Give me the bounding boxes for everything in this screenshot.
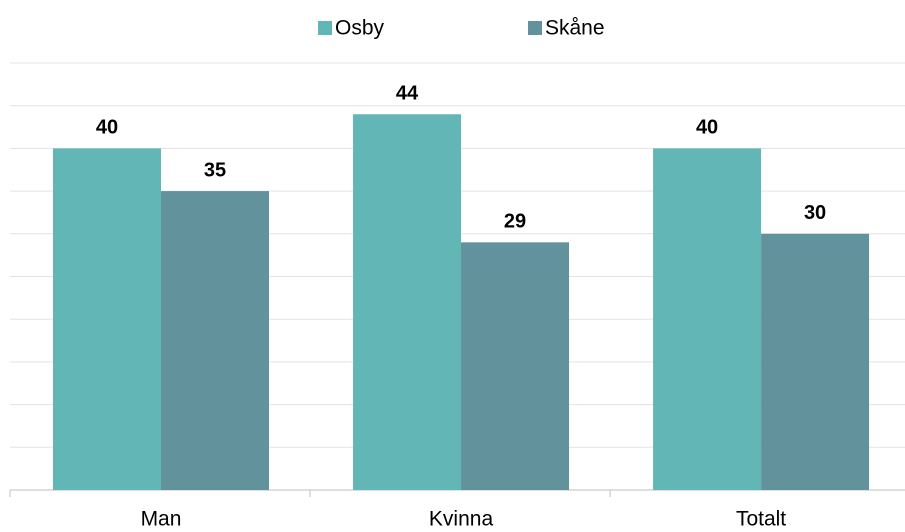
x-tick-label: Man bbox=[141, 508, 182, 531]
bar bbox=[761, 233, 870, 491]
legend-swatch bbox=[318, 21, 332, 35]
bar bbox=[653, 148, 762, 490]
x-tick-label: Totalt bbox=[736, 508, 786, 531]
legend-label: Skåne bbox=[545, 17, 605, 40]
data-label: 40 bbox=[96, 117, 118, 139]
x-tick-label: Kvinna bbox=[429, 508, 494, 531]
legend-swatch bbox=[528, 21, 542, 35]
data-label: 40 bbox=[696, 117, 718, 139]
data-label: 35 bbox=[204, 159, 226, 181]
legend-label: Osby bbox=[335, 17, 385, 40]
bar bbox=[53, 148, 161, 490]
data-label: 44 bbox=[396, 83, 419, 105]
data-label: 29 bbox=[504, 211, 526, 233]
bar bbox=[461, 242, 570, 490]
bar bbox=[161, 191, 269, 490]
bar bbox=[353, 114, 462, 491]
data-label: 30 bbox=[804, 202, 826, 224]
